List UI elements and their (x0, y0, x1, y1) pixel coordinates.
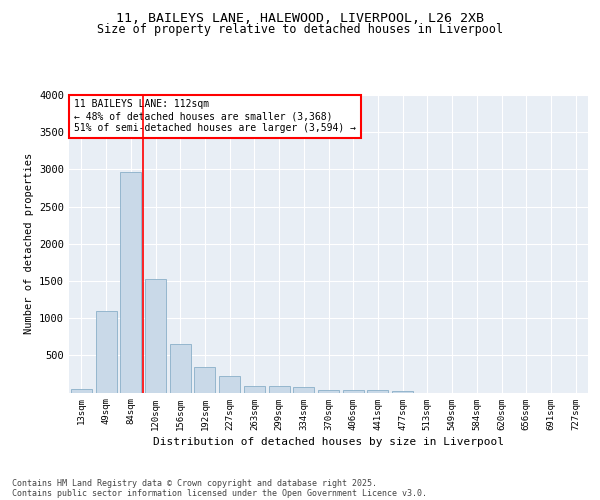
Bar (120, 172, 141, 392)
Bar (392, 391, 413, 392)
Bar (293, 387, 314, 392)
Bar (343, 390, 364, 392)
Text: Contains public sector information licensed under the Open Government Licence v3: Contains public sector information licen… (12, 488, 427, 498)
Bar (71, 389, 92, 392)
X-axis label: Distribution of detached houses by size in Liverpool: Distribution of detached houses by size … (153, 436, 504, 446)
Text: Contains HM Land Registry data © Crown copyright and database right 2025.: Contains HM Land Registry data © Crown c… (12, 478, 377, 488)
Bar (244, 386, 265, 392)
Bar (194, 367, 215, 392)
Y-axis label: Number of detached properties: Number of detached properties (23, 153, 34, 334)
Text: 11, BAILEYS LANE, HALEWOOD, LIVERPOOL, L26 2XB: 11, BAILEYS LANE, HALEWOOD, LIVERPOOL, L… (116, 12, 484, 26)
Bar (145, 280, 166, 392)
Bar (219, 376, 240, 392)
Text: Size of property relative to detached houses in Liverpool: Size of property relative to detached ho… (97, 22, 503, 36)
Bar (318, 390, 339, 392)
Bar (95, 310, 116, 392)
Bar (367, 390, 388, 392)
Text: 11 BAILEYS LANE: 112sqm
← 48% of detached houses are smaller (3,368)
51% of semi: 11 BAILEYS LANE: 112sqm ← 48% of detache… (74, 100, 356, 132)
Bar (269, 386, 290, 392)
Bar (170, 344, 191, 393)
